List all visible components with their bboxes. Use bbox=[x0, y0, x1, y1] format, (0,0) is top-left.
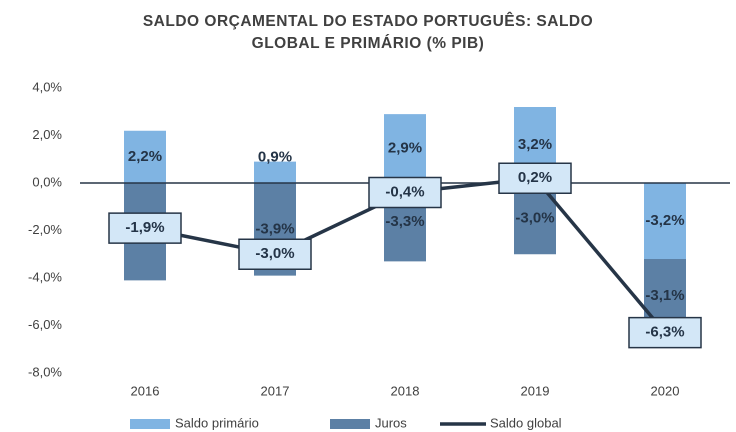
data-label-group: 3,2% bbox=[518, 136, 552, 153]
data-label-group: -3,0% bbox=[515, 210, 554, 227]
data-label-group: 2,2% bbox=[128, 148, 162, 165]
label-box bbox=[108, 212, 182, 244]
data-label-group: -6,3% bbox=[628, 316, 702, 349]
data-label: -1,9% bbox=[125, 219, 164, 236]
x-tick-label: 2017 bbox=[261, 383, 290, 398]
data-label: -6,3% bbox=[645, 324, 684, 341]
data-label: -3,1% bbox=[645, 287, 684, 304]
data-label: 2,9% bbox=[388, 140, 422, 157]
legend-label: Juros bbox=[375, 415, 407, 430]
y-tick-label: -2,0% bbox=[28, 222, 62, 237]
data-label-group: 0,9% bbox=[258, 149, 292, 166]
data-label-group: -1,9% bbox=[108, 212, 182, 244]
data-label: -0,4% bbox=[385, 183, 424, 200]
data-label-group: -3,0% bbox=[238, 238, 312, 270]
data-label: -3,2% bbox=[645, 212, 684, 229]
x-tick-label: 2018 bbox=[391, 383, 420, 398]
legend-swatch bbox=[130, 419, 170, 429]
x-tick-label: 2020 bbox=[651, 383, 680, 398]
label-box bbox=[368, 176, 442, 209]
data-label: 0,2% bbox=[518, 169, 552, 186]
label-box bbox=[628, 316, 702, 349]
legend-swatch bbox=[330, 419, 370, 429]
y-tick-label: -6,0% bbox=[28, 317, 62, 332]
data-label-group: -3,3% bbox=[385, 213, 424, 230]
data-label: -3,3% bbox=[385, 213, 424, 230]
y-tick-label: 2,0% bbox=[32, 127, 62, 142]
label-box bbox=[498, 162, 572, 194]
data-label-group: -0,4% bbox=[368, 176, 442, 209]
legend-label: Saldo primário bbox=[175, 415, 259, 430]
data-label-group: 0,2% bbox=[498, 162, 572, 194]
x-tick-label: 2019 bbox=[521, 383, 550, 398]
bar bbox=[384, 114, 426, 183]
data-label-group: -3,1% bbox=[645, 287, 684, 304]
data-label: 0,9% bbox=[258, 149, 292, 166]
chart-title: SALDO ORÇAMENTAL DO ESTADO PORTUGUÊS: SA… bbox=[143, 12, 593, 30]
bar bbox=[124, 130, 166, 183]
label-box bbox=[238, 238, 312, 270]
data-label: 2,2% bbox=[128, 148, 162, 165]
x-tick-label: 2016 bbox=[131, 383, 160, 398]
y-tick-label: -4,0% bbox=[28, 269, 62, 284]
legend-label: Saldo global bbox=[490, 415, 562, 430]
bar bbox=[644, 183, 686, 259]
bar bbox=[254, 161, 296, 183]
y-tick-label: -8,0% bbox=[28, 364, 62, 379]
data-label: -3,9% bbox=[255, 220, 294, 237]
data-label-group: -3,9% bbox=[255, 220, 294, 237]
data-label-group: 2,9% bbox=[388, 140, 422, 157]
y-tick-label: 0,0% bbox=[32, 174, 62, 189]
chart-title: GLOBAL E PRIMÁRIO (% PIB) bbox=[252, 35, 485, 52]
y-tick-label: 4,0% bbox=[32, 79, 62, 94]
data-label-group: -3,2% bbox=[645, 212, 684, 229]
data-label: -3,0% bbox=[255, 245, 294, 262]
data-label: 3,2% bbox=[518, 136, 552, 153]
data-label: -3,0% bbox=[515, 210, 554, 227]
